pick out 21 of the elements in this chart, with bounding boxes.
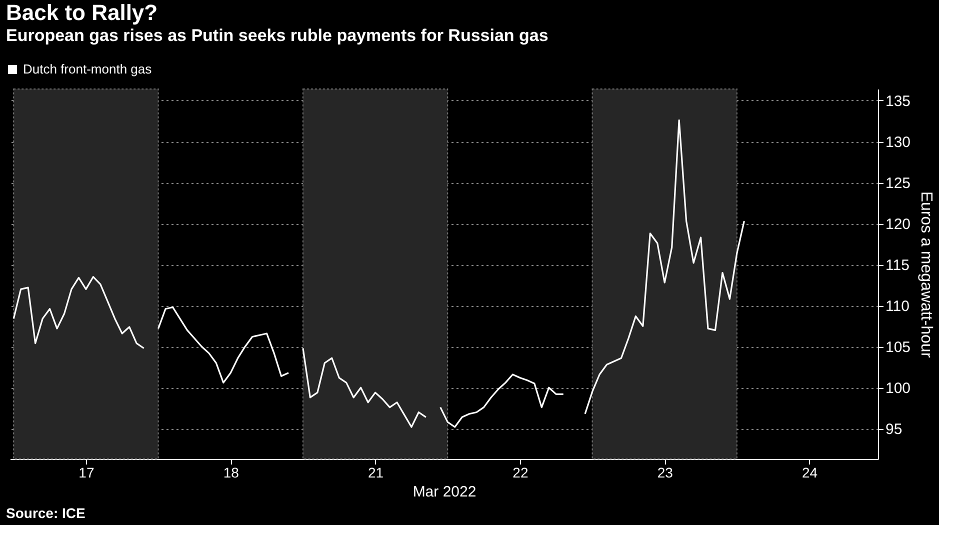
chart-title: Back to Rally? [6, 0, 158, 25]
chart-subtitle: European gas rises as Putin seeks ruble payments for Russian gas [6, 26, 548, 45]
y-tick-label: 125 [886, 175, 911, 192]
y-tick-label: 100 [886, 380, 911, 398]
x-tick-label: 24 [802, 464, 818, 480]
y-tick-label: 115 [886, 257, 910, 274]
x-tick-label: 18 [223, 464, 240, 480]
x-tick-label: 23 [657, 464, 674, 480]
y-tick-label: 130 [886, 134, 911, 152]
source-note: Source: ICE [6, 505, 86, 521]
x-tick-label: 17 [78, 464, 94, 480]
legend-label: Dutch front-month gas [23, 62, 152, 76]
x-tick-label: 21 [368, 464, 384, 480]
y-tick-label: 110 [886, 298, 910, 316]
y-tick-label: 120 [886, 216, 911, 234]
y-axis-title: Euros a megawatt-hour [918, 191, 935, 358]
x-axis-title: Mar 2022 [412, 484, 476, 500]
y-tick-label: 95 [886, 421, 902, 438]
y-tick-label: 135 [886, 92, 911, 110]
x-tick-label: 22 [512, 464, 528, 480]
y-tick-label: 105 [886, 339, 911, 356]
